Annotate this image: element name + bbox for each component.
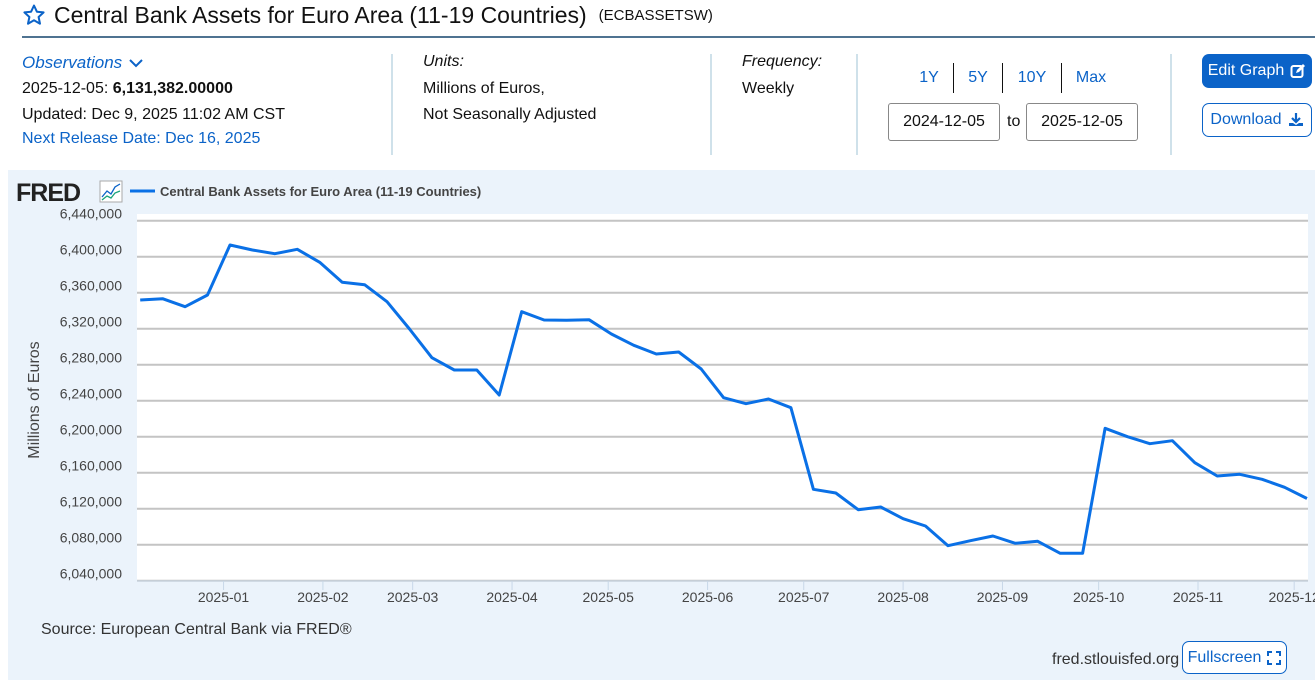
range-max-button[interactable]: Max <box>1075 69 1107 86</box>
x-tick-label: 2025-12 <box>1268 589 1315 605</box>
x-tick-label: 2025-06 <box>682 589 734 605</box>
start-date-input[interactable]: 2024-12-05 <box>888 103 1000 141</box>
units-line2: Not Seasonally Adjusted <box>423 106 597 123</box>
observations-toggle[interactable]: Observations <box>22 53 144 73</box>
y-tick-label: 6,400,000 <box>60 242 122 258</box>
star-outline-icon[interactable] <box>22 3 46 27</box>
range-buttons: 1Y 5Y 10Y Max <box>905 63 1120 93</box>
divider <box>391 54 393 155</box>
y-tick-label: 6,200,000 <box>60 422 122 438</box>
frequency-label: Frequency: <box>742 53 823 70</box>
fred-logo: FRED <box>16 179 123 207</box>
page-title: Central Bank Assets for Euro Area (11-19… <box>54 1 587 28</box>
x-tick-label: 2025-03 <box>387 589 439 605</box>
to-label: to <box>1007 113 1021 130</box>
y-axis-label: Millions of Euros <box>26 341 43 458</box>
y-tick-label: 6,280,000 <box>60 350 122 366</box>
y-tick-label: 6,440,000 <box>60 206 122 222</box>
divider <box>1170 54 1172 155</box>
y-tick-label: 6,120,000 <box>60 494 122 510</box>
divider <box>953 63 954 93</box>
edit-icon <box>1290 64 1306 78</box>
latest-observation: 2025-12-05: 6,131,382.00000 <box>22 80 233 98</box>
y-tick-label: 6,160,000 <box>60 458 122 474</box>
end-date-input[interactable]: 2025-12-05 <box>1026 103 1138 141</box>
chevron-down-icon <box>129 59 143 68</box>
edit-graph-button[interactable]: Edit Graph <box>1202 54 1312 88</box>
title-divider <box>22 36 1315 38</box>
x-tick-label: 2025-07 <box>778 589 830 605</box>
download-label: Download <box>1210 111 1282 128</box>
divider <box>1002 63 1003 93</box>
units-label: Units: <box>423 53 464 70</box>
page-header: Central Bank Assets for Euro Area (11-19… <box>22 0 713 30</box>
observation-date: 2025-12-05: <box>22 80 109 97</box>
series-id: (ECBASSETSW) <box>598 6 713 24</box>
edit-graph-label: Edit Graph <box>1207 62 1285 79</box>
y-tick-label: 6,360,000 <box>60 278 122 294</box>
x-tick-label: 2025-01 <box>198 589 250 605</box>
source-text: Source: European Central Bank via FRED® <box>41 621 352 638</box>
download-button[interactable]: Download <box>1202 103 1312 137</box>
units-line1: Millions of Euros, <box>423 80 545 97</box>
fred-logo-text: FRED <box>16 179 80 207</box>
fullscreen-icon <box>1267 650 1282 665</box>
y-tick-label: 6,320,000 <box>60 314 122 330</box>
x-tick-label: 2025-02 <box>297 589 349 605</box>
next-release-link[interactable]: Next Release Date: Dec 16, 2025 <box>22 130 261 147</box>
x-tick-label: 2025-09 <box>977 589 1029 605</box>
series-line <box>140 243 1308 555</box>
divider <box>710 54 712 155</box>
y-tick-label: 6,240,000 <box>60 386 122 402</box>
range-1y-button[interactable]: 1Y <box>919 69 939 86</box>
divider <box>856 54 858 155</box>
site-link[interactable]: fred.stlouisfed.org <box>1052 651 1180 668</box>
download-icon <box>1288 113 1303 126</box>
x-tick-label: 2025-11 <box>1173 589 1224 605</box>
x-tick-label: 2025-10 <box>1073 589 1125 605</box>
frequency-value: Weekly <box>742 80 795 97</box>
x-tick-label: 2025-08 <box>877 589 929 605</box>
updated-text: Updated: Dec 9, 2025 11:02 AM CST <box>22 106 285 123</box>
range-10y-button[interactable]: 10Y <box>1017 69 1047 86</box>
x-tick-label: 2025-05 <box>583 589 635 605</box>
y-tick-label: 6,040,000 <box>60 566 122 582</box>
legend-label: Central Bank Assets for Euro Area (11-19… <box>160 184 481 199</box>
fullscreen-label: Fullscreen <box>1187 648 1262 666</box>
y-tick-label: 6,080,000 <box>60 530 122 546</box>
range-5y-button[interactable]: 5Y <box>968 69 988 86</box>
divider <box>1061 63 1062 93</box>
fullscreen-button[interactable]: Fullscreen <box>1182 641 1287 674</box>
observations-label: Observations <box>22 53 123 72</box>
observation-value: 6,131,382.00000 <box>112 80 233 97</box>
x-tick-label: 2025-04 <box>486 589 538 605</box>
